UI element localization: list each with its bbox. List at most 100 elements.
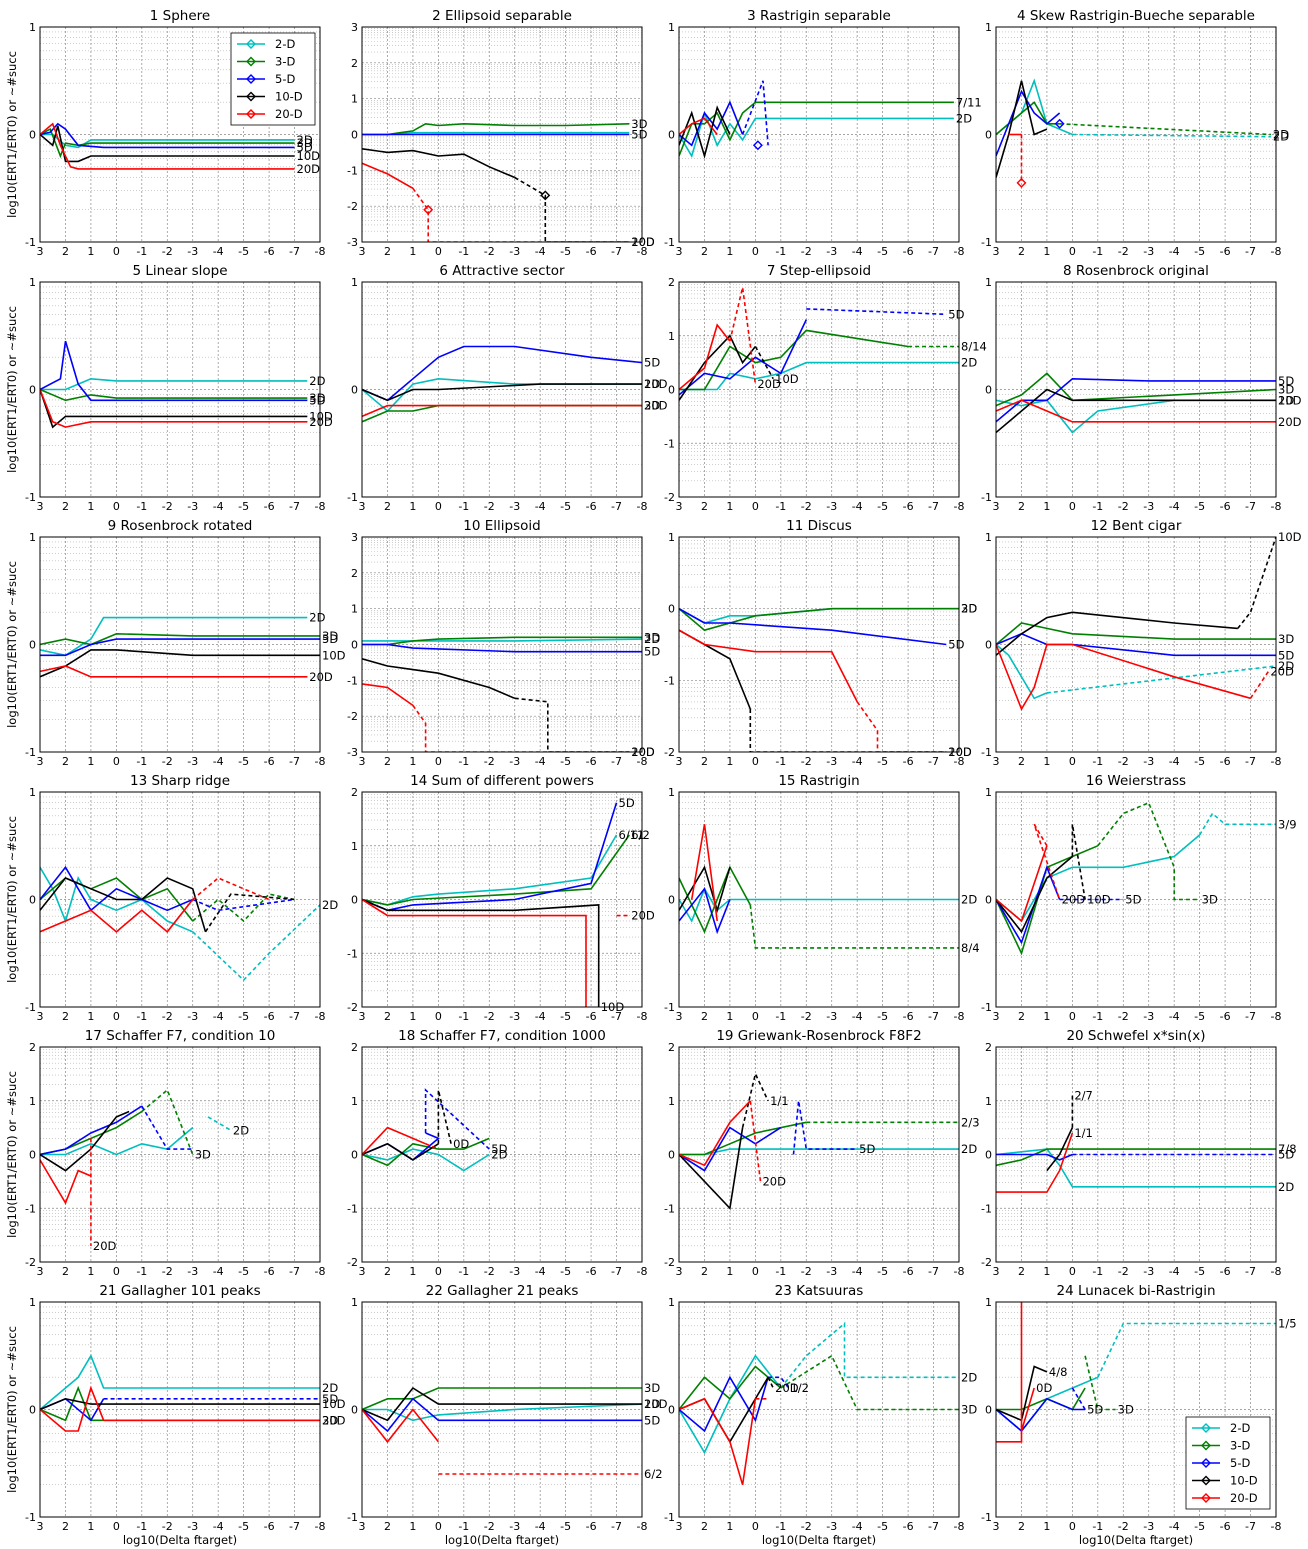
series-end-label: 5D (644, 1413, 660, 1427)
series-end-label: 5D (491, 1142, 507, 1156)
x-tick-label: 2 (1018, 1265, 1025, 1278)
subplot-title: 9 Rosenbrock rotated (108, 518, 253, 534)
x-tick-label: -4 (852, 500, 863, 513)
series-end-label: 2D (1278, 1180, 1294, 1194)
x-tick-label: -2 (1118, 245, 1129, 258)
series-marker-5-D (752, 140, 763, 151)
series-line-3-D (362, 122, 630, 136)
y-tick-label: 0 (668, 384, 675, 397)
series-end-label: 20D (948, 745, 972, 759)
series-dashed-3-D (1084, 1355, 1116, 1411)
x-tick-label: 2 (1018, 1010, 1025, 1023)
series-line-10-D (40, 877, 207, 933)
series-marker-10-D (540, 190, 551, 201)
x-tick-label: 1 (1043, 1010, 1050, 1023)
series-end-label: 10D (631, 235, 655, 249)
x-tick-label: -6 (586, 245, 597, 258)
series-end-label: 5D (1278, 1148, 1294, 1162)
x-tick-label: -3 (509, 1010, 520, 1023)
series-end-label: 5D (859, 1142, 875, 1156)
x-tick-label: -3 (187, 755, 198, 768)
series-end-label: 10D (644, 377, 668, 391)
plot-frame (39, 536, 321, 753)
series-dashed-20-D (412, 187, 630, 242)
y-tick-label: 1 (351, 603, 358, 616)
x-tick-label: -3 (509, 755, 520, 768)
subplot-title: 22 Gallagher 21 peaks (426, 1283, 579, 1299)
x-tick-label: -3 (826, 245, 837, 258)
x-tick-label: -4 (213, 1520, 224, 1533)
y-tick-label: -1 (664, 437, 675, 450)
x-tick-label: -7 (289, 1520, 300, 1533)
x-tick-label: -6 (264, 755, 275, 768)
series-line-20-D (996, 399, 1276, 423)
series-end-label: 20D (631, 745, 655, 759)
x-tick-label: 3 (993, 1520, 1000, 1533)
legend-label: 5-D (1230, 1456, 1250, 1470)
plot-frame (39, 1046, 321, 1263)
x-tick-label: -3 (1143, 1265, 1154, 1278)
series-line-5-D (996, 1397, 1086, 1433)
x-tick-label: -2 (484, 755, 495, 768)
series-end-label: 3D (1118, 1403, 1134, 1417)
x-tick-label: 2 (384, 500, 391, 513)
y-tick-label: 1 (985, 21, 992, 34)
series-line-5-D (679, 100, 744, 147)
series-end-label: 2D (322, 1381, 338, 1395)
x-tick-label: 0 (435, 1010, 442, 1023)
series-group (362, 345, 642, 423)
y-tick-label: 0 (351, 384, 358, 397)
x-tick-label: -6 (264, 1010, 275, 1023)
x-tick-label: -1 (775, 1520, 786, 1533)
x-tick-label: -1 (458, 755, 469, 768)
plot-frame (678, 791, 960, 1008)
series-group (362, 1386, 642, 1475)
series-end-label: 3D (631, 117, 647, 131)
series-line-10-D (1046, 1127, 1074, 1172)
y-axis-label: log10(ERT1/ERT0) or ~#succ (5, 51, 19, 218)
series-group (362, 636, 642, 752)
x-tick-label: -8 (315, 1010, 326, 1023)
x-tick-label: -2 (484, 1265, 495, 1278)
x-tick-label: 3 (37, 755, 44, 768)
series-line-2-D (40, 866, 194, 933)
y-tick-label: -1 (664, 1511, 675, 1524)
series-line-5-D (996, 1153, 1073, 1161)
series-group (996, 801, 1276, 956)
plot-frame (995, 1046, 1277, 1263)
series-end-label: 7/8 (1278, 1142, 1297, 1156)
series-end-label: 3D (644, 1381, 660, 1395)
series-end-label: 3D (322, 629, 338, 643)
series-end-label: 2D (956, 111, 972, 125)
x-tick-label: -3 (509, 500, 520, 513)
y-tick-label: -1 (981, 746, 992, 759)
series-line-10-D (362, 383, 642, 402)
x-tick-label: -3 (187, 1010, 198, 1023)
subplot-title: 1 Sphere (150, 8, 210, 24)
x-tick-label: 3 (359, 500, 366, 513)
series-end-label: 2D (297, 133, 313, 147)
series-line-2-D (362, 638, 642, 642)
x-tick-label: -6 (903, 245, 914, 258)
series-end-label: 20D (309, 415, 333, 429)
series-line-20-D (362, 683, 414, 707)
x-tick-label: -4 (213, 500, 224, 513)
series-end-label: 5D (631, 128, 647, 142)
series-line-5-D (362, 643, 642, 653)
x-tick-label: -3 (826, 755, 837, 768)
x-tick-label: -6 (586, 1010, 597, 1023)
x-tick-label: -3 (509, 1265, 520, 1278)
series-line-3-D (996, 622, 1276, 646)
y-tick-label: 0 (985, 129, 992, 142)
x-tick-label: -5 (560, 1265, 571, 1278)
series-line-20-D (996, 643, 1251, 711)
series-line-10-D (40, 389, 308, 429)
y-tick-label: 1 (985, 531, 992, 544)
series-line-2-D (679, 1148, 959, 1156)
series-end-label: 2D (1278, 393, 1294, 407)
x-tick-label: -6 (1220, 755, 1231, 768)
series-group (679, 607, 959, 752)
series-dashed-2-D (207, 1116, 232, 1131)
